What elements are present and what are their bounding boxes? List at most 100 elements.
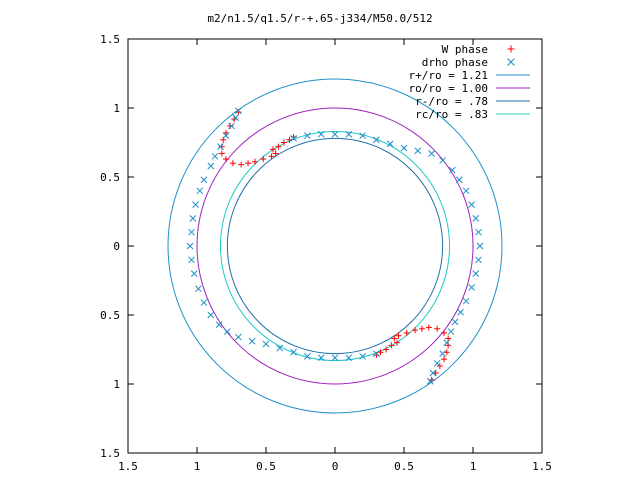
- x-tick-label: 0.5: [394, 460, 414, 473]
- drho-phase-point: [215, 321, 223, 329]
- radius-circles: [167, 78, 503, 414]
- w-phase-point: [260, 156, 267, 163]
- drho-phase-point: [262, 340, 270, 348]
- drho-phase-point: [317, 130, 325, 138]
- w-phase-point: [290, 133, 297, 140]
- drho-phase-point: [290, 348, 297, 356]
- drho-phase-point: [439, 157, 446, 164]
- drho-phase-point: [373, 350, 380, 357]
- drho-phase-point: [476, 242, 484, 250]
- drho-phase-point: [462, 187, 470, 195]
- w-phase-point: [412, 327, 419, 334]
- drho-phase-point: [317, 354, 325, 362]
- drho-phase-point: [189, 215, 197, 222]
- w-phase-point: [227, 122, 234, 129]
- legend-label: W phase: [442, 43, 488, 56]
- w-phase-point: [275, 143, 282, 150]
- w-phase-point: [272, 150, 279, 157]
- drho-phase-point: [186, 242, 194, 250]
- drho-phase-point: [304, 132, 311, 139]
- legend-label: rc/ro = .83: [415, 108, 488, 121]
- w-phase-point: [222, 156, 229, 163]
- radius-circle: [219, 130, 451, 362]
- w-phase-point: [445, 335, 452, 342]
- y-tick-label: 1: [113, 102, 120, 115]
- y-tick-label: 0.5: [100, 171, 120, 184]
- legend-label: r-/ro = .78: [415, 95, 488, 108]
- drho-phase-point: [400, 144, 408, 152]
- drho-phase-point: [200, 299, 208, 306]
- drho-phase-point: [276, 344, 284, 352]
- drho-phase-point: [331, 130, 339, 138]
- w-phase-point: [220, 136, 227, 143]
- drho-phase-point: [428, 150, 435, 157]
- w-phase-point: [394, 339, 401, 346]
- drho-phase-point: [455, 176, 463, 184]
- w-phase-point: [432, 369, 439, 376]
- drho-phase-point: [222, 132, 230, 139]
- drho-phase-point: [439, 350, 446, 357]
- axes: 1.5 1 0.5 0 0.5 1 1.51.510.500.511.5: [100, 33, 552, 473]
- radius-circle: [226, 137, 444, 355]
- w-phase-point: [286, 136, 293, 143]
- drho-phase-point: [507, 58, 515, 66]
- w-phase-point: [507, 45, 515, 53]
- drho-phase-point: [224, 328, 231, 335]
- x-tick-label: 1.5: [532, 460, 552, 473]
- w-phase-point: [441, 356, 448, 363]
- w-phase-point: [251, 158, 258, 165]
- w-phase-point: [395, 332, 402, 339]
- drho-phase-point: [207, 162, 215, 170]
- drho-phase-point: [207, 311, 215, 319]
- w-phase-point: [268, 153, 275, 160]
- drho-phase-point: [462, 297, 470, 305]
- drho-phase-point: [235, 333, 242, 341]
- drho-phase-point: [345, 130, 353, 138]
- drho-phase-point: [426, 377, 434, 385]
- w-phase-point: [229, 160, 236, 167]
- drho-phase-point: [468, 284, 475, 291]
- legend-label: r+/ro = 1.21: [409, 69, 488, 82]
- drho-phase-point: [290, 135, 297, 142]
- y-tick-label: 0.5: [100, 309, 120, 322]
- drho-phase-point: [451, 318, 459, 326]
- w-phase-point: [391, 335, 398, 342]
- w-phase-point: [235, 109, 242, 116]
- drho-phase-point: [373, 136, 380, 144]
- drho-phase-point: [192, 201, 199, 208]
- radius-circle: [196, 107, 474, 385]
- drho-phase-point: [196, 187, 204, 195]
- drho-phase-point: [359, 132, 366, 139]
- drho-phase-point: [188, 228, 195, 236]
- w-phase-point: [245, 160, 252, 167]
- w-phase-point: [383, 346, 390, 353]
- x-tick-label: 1: [194, 460, 201, 473]
- drho-phase-point: [472, 270, 480, 277]
- drho-phase-point: [472, 215, 480, 222]
- drho-phase-point: [228, 122, 235, 130]
- drho-phase-point: [475, 256, 482, 264]
- drho-phase-point: [304, 353, 311, 360]
- drho-phase-point: [386, 140, 394, 148]
- w-phase-point: [425, 324, 432, 331]
- drho-phase-point: [443, 339, 451, 346]
- x-tick-label: 0: [332, 460, 339, 473]
- w-phase-point: [443, 349, 450, 356]
- drho-phase-point: [447, 328, 455, 335]
- drho-phase-point: [217, 143, 224, 150]
- drho-phase-point: [429, 369, 437, 377]
- drho-phase-point: [359, 353, 366, 360]
- w-phase-point: [418, 325, 425, 332]
- chart-title: m2/n1.5/q1.5/r-+.65-j334/M50.0/512: [207, 12, 432, 25]
- data-series: [186, 107, 484, 385]
- y-tick-label: 1.5: [100, 447, 120, 460]
- w-phase-point: [403, 329, 410, 336]
- x-tick-label: 1.5: [118, 460, 138, 473]
- w-phase-point: [434, 325, 441, 332]
- drho-phase-point: [200, 176, 208, 184]
- drho-phase-point: [414, 147, 422, 155]
- w-phase-point: [373, 352, 380, 359]
- w-phase-point: [218, 143, 225, 150]
